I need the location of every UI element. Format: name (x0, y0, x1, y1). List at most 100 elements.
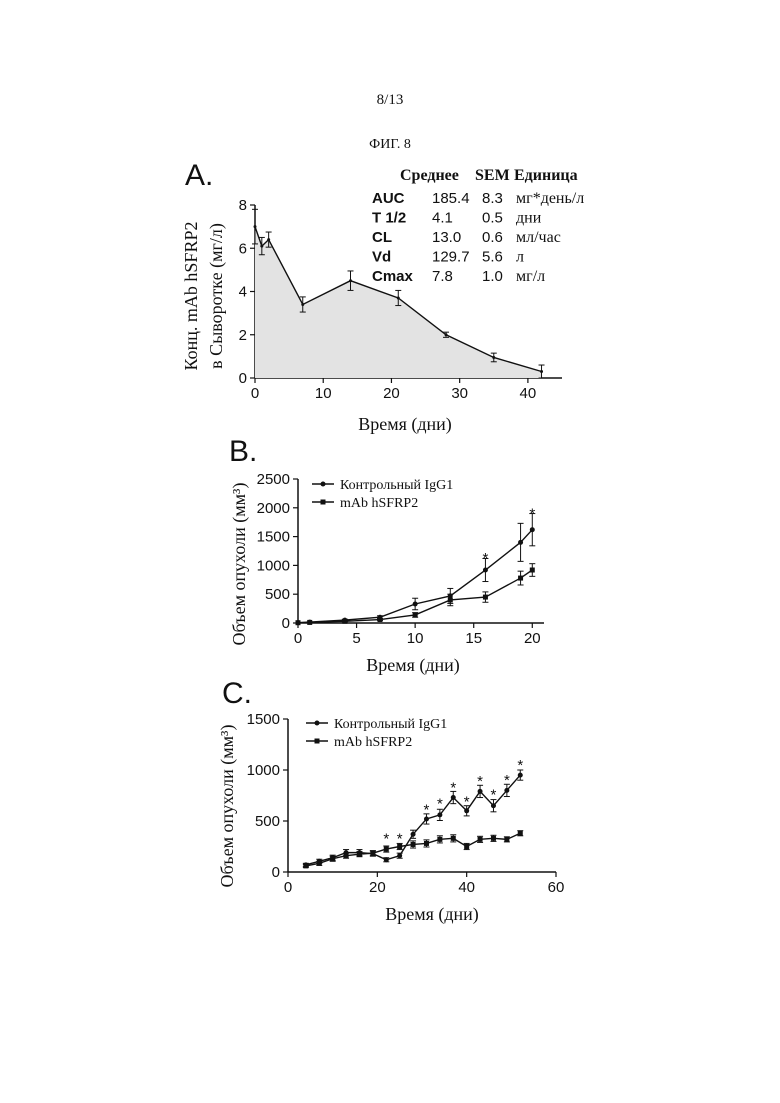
chart-a-x-tick-label: 20 (383, 385, 400, 402)
chart-a-point (492, 355, 496, 359)
chart-c-ylabel: Объем опухоли (мм³) (217, 725, 238, 888)
panel-b-letter: B. (229, 435, 257, 468)
chart-c-plot: 0 20 40 60 0 500 1000 1500 * * * * * * * * * * Контрольный… (247, 711, 565, 896)
chart-c-x-tick-label: 0 (284, 879, 292, 896)
stats-param: Vd (372, 249, 391, 266)
chart-a-x-tick-label: 0 (251, 385, 259, 402)
chart-b-point (412, 612, 418, 618)
chart-a-y-tick-label: 6 (239, 240, 247, 257)
chart-b-y-tick-label: 0 (282, 615, 290, 632)
chart-c-point (477, 836, 483, 842)
chart-b-annotation: * (529, 506, 535, 523)
chart-b-y-tick-label: 1500 (257, 529, 290, 546)
chart-c-point (437, 836, 443, 842)
chart-c-annotation: * (383, 830, 389, 847)
chart-c-point (423, 816, 429, 822)
chart-a-y-tick-label: 8 (239, 197, 247, 214)
chart-a-point (444, 333, 448, 337)
chart-a-y-tick-label: 2 (239, 327, 247, 344)
chart-c-point (517, 830, 523, 836)
stats-sem: 0.5 (482, 210, 503, 227)
stats-table: Среднее SEM Единица AUC 185.4 8.3 мг*день/л T 1… (372, 167, 584, 285)
page-number: 8/13 (376, 92, 404, 108)
chart-c-point (383, 857, 389, 863)
chart-c-annotation: * (397, 830, 403, 847)
stats-param: T 1/2 (372, 210, 406, 227)
chart-b-legend-label: Контрольный IgG1 (340, 478, 453, 493)
chart-c-point (437, 812, 443, 818)
chart-b-point (447, 597, 453, 603)
chart-b-legend-label: mAb hSFRP2 (340, 496, 418, 511)
chart-c-legend-marker (314, 738, 320, 744)
chart-b-x-tick-label: 10 (407, 630, 424, 647)
chart-c-annotation: * (450, 779, 456, 796)
chart-c-point (490, 803, 496, 809)
panel-a-letter: A. (185, 159, 213, 192)
chart-b-point (482, 567, 488, 573)
stats-unit: мг/л (516, 268, 545, 285)
chart-a-point (301, 302, 305, 306)
chart-a-xlabel: Время (дни) (358, 414, 452, 435)
chart-c-legend-label: mAb hSFRP2 (334, 735, 412, 750)
stats-sem: 8.3 (482, 190, 503, 207)
chart-c-legend-marker (314, 720, 320, 726)
stats-sem: 1.0 (482, 268, 503, 285)
chart-b-xlabel: Время (дни) (366, 655, 460, 676)
chart-b-point (377, 617, 383, 623)
chart-b-x-tick-label: 0 (294, 630, 302, 647)
chart-b-ylabel: Объем опухоли (мм³) (229, 483, 250, 646)
panel-c-letter: C. (222, 677, 252, 710)
figure-title: ФИГ. 8 (369, 137, 411, 152)
chart-c-point (397, 844, 403, 849)
chart-c-point (383, 846, 389, 852)
chart-c-y-tick-label: 1000 (247, 762, 280, 779)
stats-unit: дни (516, 210, 542, 227)
stats-param: CL (372, 229, 392, 246)
stats-header-unit: Единица (514, 167, 578, 184)
chart-b-annotation: * (483, 550, 489, 567)
chart-c-y-tick-label: 0 (272, 864, 280, 881)
chart-a-ylabel-line2: в Сыворотке (мг/л) (206, 223, 227, 369)
stats-mean: 185.4 (432, 190, 470, 207)
chart-b-y-tick-label: 2000 (257, 500, 290, 517)
chart-c-point (464, 844, 470, 849)
chart-c-point (410, 841, 416, 847)
chart-c-x-tick-label: 40 (458, 879, 475, 896)
chart-c-point (330, 856, 336, 862)
chart-a-x-tick-label: 40 (520, 385, 537, 402)
stats-unit: мг*день/л (516, 190, 584, 207)
chart-c-point (477, 788, 483, 794)
chart-b-point (295, 620, 301, 626)
stats-header-sem: SEM (475, 167, 510, 184)
stats-unit: л (516, 249, 524, 266)
chart-c-x-tick-label: 60 (548, 879, 565, 896)
chart-b-point (307, 619, 313, 625)
chart-b-plot: 0 5 10 15 20 0 500 1000 1500 2000 2500 * * Контрольны… (257, 471, 544, 647)
stats-param: AUC (372, 190, 405, 207)
chart-c-annotation: * (491, 786, 497, 803)
chart-b-legend-marker (320, 481, 326, 487)
chart-a-point (396, 296, 400, 300)
chart-a-y-tick-label: 0 (239, 370, 247, 387)
chart-a-point (349, 279, 353, 283)
stats-mean: 4.1 (432, 210, 453, 227)
chart-c-x-tick-label: 20 (369, 879, 386, 896)
chart-a-point (253, 225, 257, 229)
stats-sem: 0.6 (482, 229, 503, 246)
chart-a-y-tick-label: 4 (239, 284, 247, 301)
chart-c-y-tick-label: 1500 (247, 711, 280, 728)
chart-a-x-tick-label: 30 (451, 385, 468, 402)
chart-b-point (518, 539, 524, 545)
chart-c-annotation: * (437, 796, 443, 813)
chart-b-point (518, 575, 524, 581)
chart-c-annotation: * (424, 802, 430, 819)
chart-c-point (303, 863, 309, 869)
chart-c-legend-label: Контрольный IgG1 (334, 717, 447, 732)
chart-b-y-tick-label: 2500 (257, 471, 290, 488)
chart-b-y-tick-label: 1000 (257, 557, 290, 574)
chart-c-annotation: * (517, 757, 523, 774)
chart-c-point (316, 860, 322, 866)
chart-b-y-tick-label: 500 (265, 586, 290, 603)
stats-sem: 5.6 (482, 249, 503, 266)
chart-a-point (540, 370, 544, 374)
